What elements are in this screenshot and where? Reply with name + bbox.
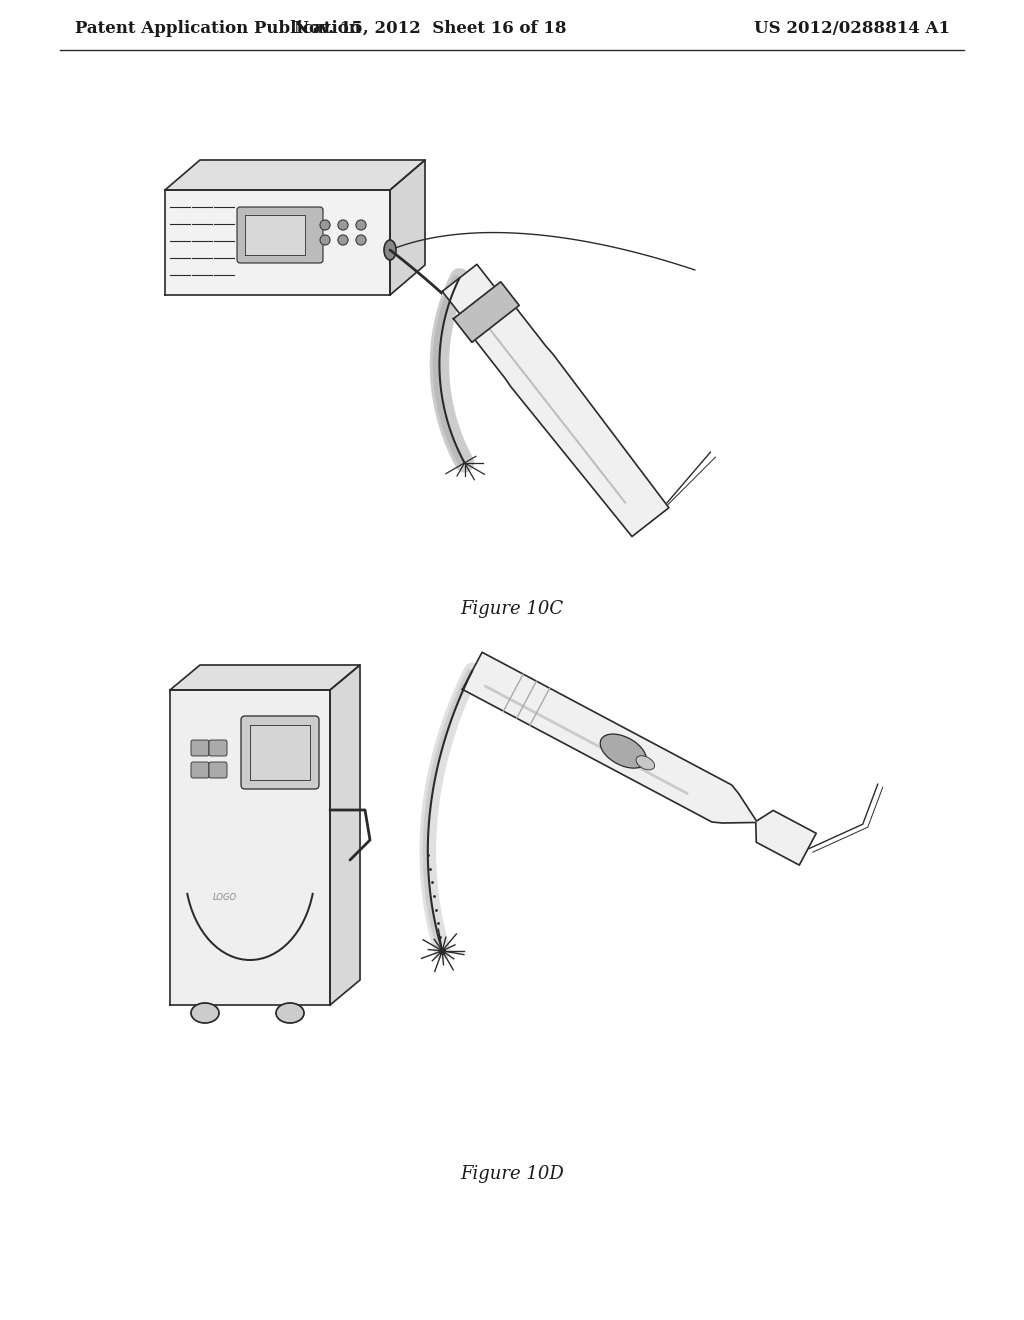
Polygon shape: [170, 665, 360, 690]
Polygon shape: [245, 215, 305, 255]
FancyBboxPatch shape: [237, 207, 323, 263]
Circle shape: [338, 220, 348, 230]
Circle shape: [338, 235, 348, 246]
Polygon shape: [165, 160, 425, 190]
Text: Nov. 15, 2012  Sheet 16 of 18: Nov. 15, 2012 Sheet 16 of 18: [294, 20, 566, 37]
Polygon shape: [454, 281, 519, 342]
Text: Figure 10C: Figure 10C: [461, 601, 563, 618]
Ellipse shape: [191, 1003, 219, 1023]
Polygon shape: [390, 160, 425, 294]
FancyBboxPatch shape: [191, 762, 209, 777]
Text: US 2012/0288814 A1: US 2012/0288814 A1: [754, 20, 950, 37]
FancyBboxPatch shape: [209, 741, 227, 756]
Polygon shape: [250, 725, 310, 780]
Text: Patent Application Publication: Patent Application Publication: [75, 20, 360, 37]
Polygon shape: [330, 665, 360, 1005]
Polygon shape: [170, 690, 330, 1005]
Ellipse shape: [384, 240, 396, 260]
Circle shape: [356, 220, 366, 230]
Ellipse shape: [600, 734, 646, 768]
Circle shape: [319, 235, 330, 246]
Text: LOGO: LOGO: [213, 894, 238, 902]
Circle shape: [319, 220, 330, 230]
FancyBboxPatch shape: [241, 715, 319, 789]
Circle shape: [356, 235, 366, 246]
Polygon shape: [442, 264, 669, 536]
Ellipse shape: [276, 1003, 304, 1023]
FancyBboxPatch shape: [209, 762, 227, 777]
FancyBboxPatch shape: [191, 741, 209, 756]
Text: Figure 10D: Figure 10D: [460, 1166, 564, 1183]
Polygon shape: [463, 652, 816, 865]
Polygon shape: [165, 190, 390, 294]
Ellipse shape: [636, 756, 654, 770]
